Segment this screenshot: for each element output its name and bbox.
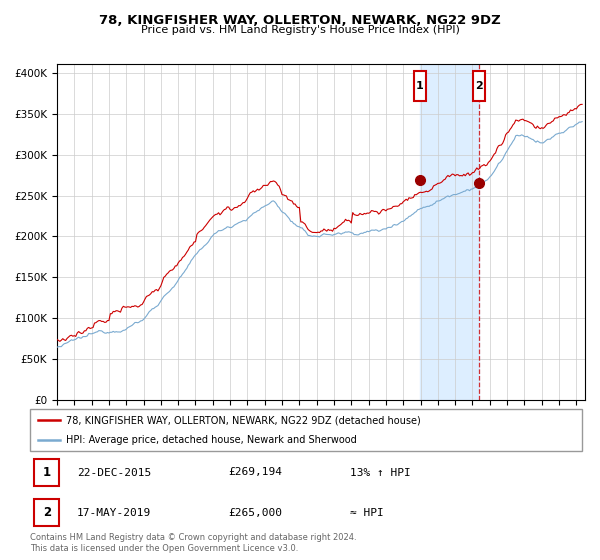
Text: £265,000: £265,000: [229, 507, 283, 517]
Text: 1: 1: [416, 81, 424, 91]
Text: Contains HM Land Registry data © Crown copyright and database right 2024.
This d: Contains HM Land Registry data © Crown c…: [30, 533, 356, 553]
Text: 2: 2: [475, 81, 483, 91]
Text: HPI: Average price, detached house, Newark and Sherwood: HPI: Average price, detached house, Newa…: [66, 435, 356, 445]
Text: 13% ↑ HPI: 13% ↑ HPI: [350, 468, 411, 478]
Text: 1: 1: [43, 466, 51, 479]
Text: 78, KINGFISHER WAY, OLLERTON, NEWARK, NG22 9DZ: 78, KINGFISHER WAY, OLLERTON, NEWARK, NG…: [99, 14, 501, 27]
Text: 78, KINGFISHER WAY, OLLERTON, NEWARK, NG22 9DZ (detached house): 78, KINGFISHER WAY, OLLERTON, NEWARK, NG…: [66, 415, 421, 425]
Text: 22-DEC-2015: 22-DEC-2015: [77, 468, 151, 478]
FancyBboxPatch shape: [34, 500, 59, 526]
Text: £269,194: £269,194: [229, 468, 283, 478]
FancyBboxPatch shape: [414, 72, 426, 101]
Text: ≈ HPI: ≈ HPI: [350, 507, 384, 517]
Text: Price paid vs. HM Land Registry's House Price Index (HPI): Price paid vs. HM Land Registry's House …: [140, 25, 460, 35]
Bar: [420, 64, 479, 400]
Text: 2: 2: [43, 506, 51, 519]
Text: 17-MAY-2019: 17-MAY-2019: [77, 507, 151, 517]
FancyBboxPatch shape: [34, 459, 59, 486]
FancyBboxPatch shape: [473, 72, 485, 101]
